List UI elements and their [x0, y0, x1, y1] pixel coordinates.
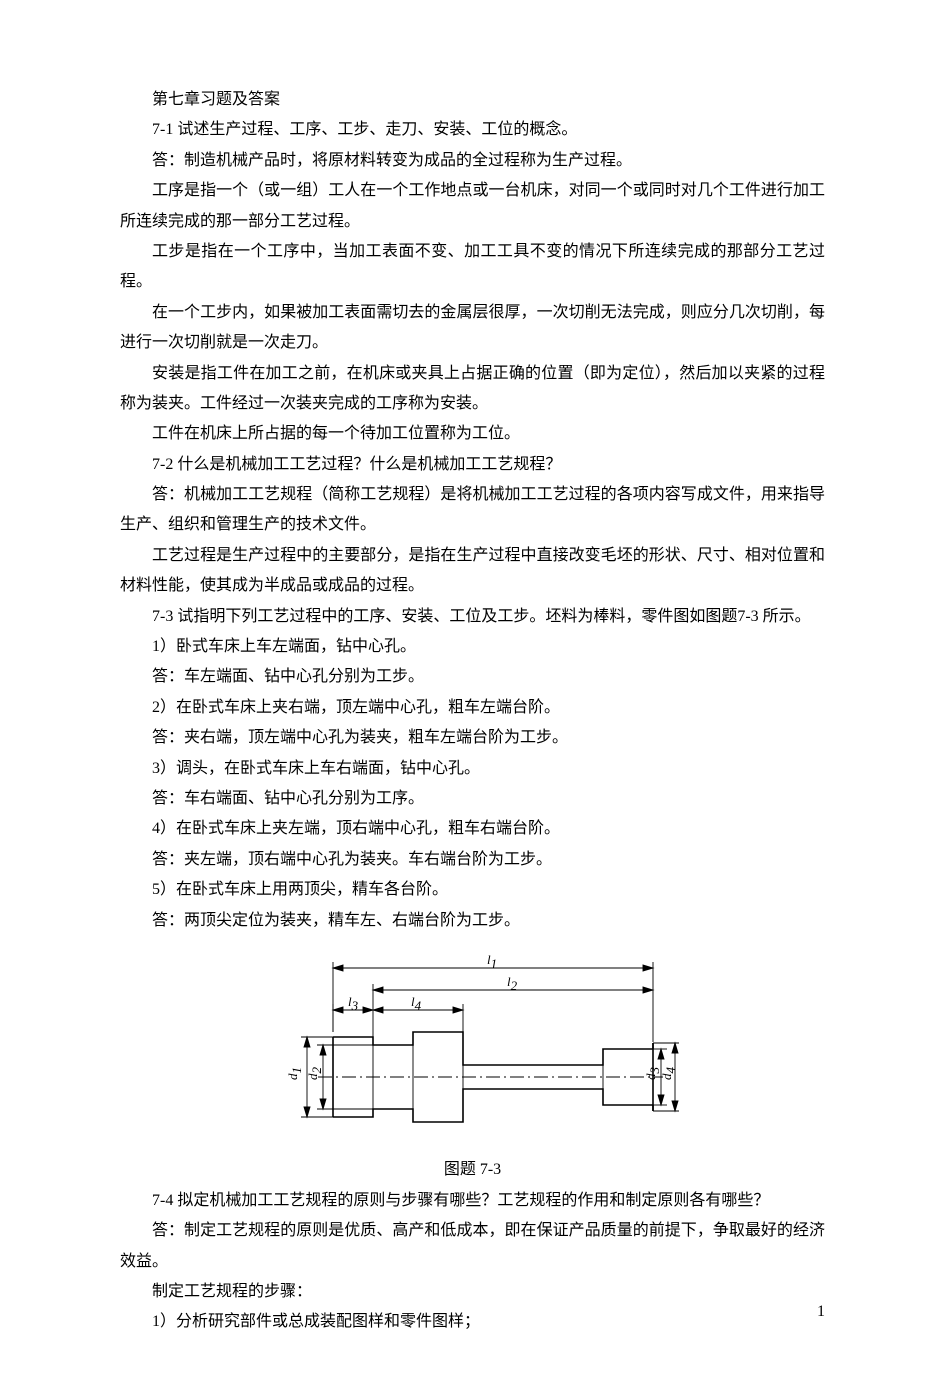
- paragraph: 答：机械加工工艺规程（简称工艺规程）是将机械加工工艺过程的各项内容写成文件，用来…: [120, 480, 825, 541]
- paragraph: 5）在卧式车床上用两顶尖，精车各台阶。: [120, 875, 825, 905]
- paragraph: 工序是指一个（或一组）工人在一个工作地点或一台机床，对同一个或同时对几个工件进行…: [120, 176, 825, 237]
- dim-d1: d1: [285, 1067, 304, 1080]
- paragraph: 1）卧式车床上车左端面，钻中心孔。: [120, 632, 825, 662]
- paragraph: 7-2 什么是机械加工工艺过程？什么是机械加工工艺规程？: [120, 450, 825, 480]
- dim-d2: d2: [305, 1066, 324, 1080]
- paragraph: 答：制定工艺规程的原则是优质、高产和低成本，即在保证产品质量的前提下，争取最好的…: [120, 1216, 825, 1277]
- paragraph: 答：夹右端，顶左端中心孔为装夹，粗车左端台阶为工步。: [120, 723, 825, 753]
- page-number: 1: [817, 1297, 825, 1327]
- paragraph: 制定工艺规程的步骤：: [120, 1277, 825, 1307]
- paragraph: 7-3 试指明下列工艺过程中的工序、安装、工位及工步。坯料为棒料，零件图如图题7…: [120, 602, 825, 632]
- paragraph: 在一个工步内，如果被加工表面需切去的金属层很厚，一次切削无法完成，则应分几次切削…: [120, 298, 825, 359]
- figure-7-3: l1 l2 l3 l4: [120, 942, 825, 1153]
- document-page: 第七章习题及答案 7-1 试述生产过程、工序、工步、走刀、安装、工位的概念。 答…: [0, 0, 945, 1378]
- paragraph: 工件在机床上所占据的每一个待加工位置称为工位。: [120, 419, 825, 449]
- paragraph: 工艺过程是生产过程中的主要部分，是指在生产过程中直接改变毛坯的形状、尺寸、相对位…: [120, 541, 825, 602]
- paragraph: 安装是指工件在加工之前，在机床或夹具上占据正确的位置（即为定位），然后加以夹紧的…: [120, 359, 825, 420]
- chapter-title: 第七章习题及答案: [120, 85, 825, 115]
- paragraph: 2）在卧式车床上夹右端，顶左端中心孔，粗车左端台阶。: [120, 693, 825, 723]
- paragraph: 1）分析研究部件或总成装配图样和零件图样；: [120, 1307, 825, 1337]
- shaft-diagram: l1 l2 l3 l4: [263, 942, 683, 1142]
- paragraph: 3）调头，在卧式车床上车右端面，钻中心孔。: [120, 754, 825, 784]
- paragraph: 答：制造机械产品时，将原材料转变为成品的全过程称为生产过程。: [120, 146, 825, 176]
- figure-caption: 图题 7-3: [120, 1155, 825, 1185]
- paragraph: 答：两顶尖定位为装夹，精车左、右端台阶为工步。: [120, 906, 825, 936]
- paragraph: 7-1 试述生产过程、工序、工步、走刀、安装、工位的概念。: [120, 115, 825, 145]
- paragraph: 7-4 拟定机械加工工艺规程的原则与步骤有哪些？工艺规程的作用和制定原则各有哪些…: [120, 1186, 825, 1216]
- paragraph: 4）在卧式车床上夹左端，顶右端中心孔，粗车右端台阶。: [120, 814, 825, 844]
- paragraph: 答：夹左端，顶右端中心孔为装夹。车右端台阶为工步。: [120, 845, 825, 875]
- paragraph: 工步是指在一个工序中，当加工表面不变、加工工具不变的情况下所连续完成的那部分工艺…: [120, 237, 825, 298]
- paragraph: 答：车右端面、钻中心孔分别为工序。: [120, 784, 825, 814]
- paragraph: 答：车左端面、钻中心孔分别为工步。: [120, 662, 825, 692]
